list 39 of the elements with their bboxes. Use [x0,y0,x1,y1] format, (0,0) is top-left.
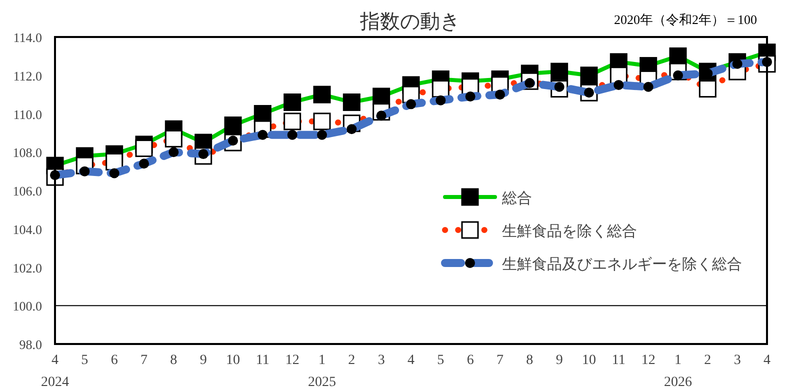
x-tick-label: 10 [582,353,596,368]
y-tick-label: 106.0 [12,184,42,198]
x-tick-label: 3 [378,353,385,368]
x-tick-label: 2 [704,353,712,368]
x-tick-label: 1 2026 [664,353,692,390]
x-tick-label: 4 2024 [41,353,69,390]
y-tick-label: 114.0 [13,30,42,45]
x-tick-label: 2 [348,353,356,368]
legend-label: 生鮮食品を除く総合 [502,223,637,240]
x-tick-label: 8 [170,353,178,368]
x-tick-label: 10 [226,353,240,368]
x-tick-label: 5 [81,353,88,368]
x-tick-label: 11 [256,353,270,368]
y-tick-label: 98.0 [19,337,42,352]
x-tick-label: 5 [437,353,444,368]
chart-subtitle: 2020年（令和2年）＝100 [614,12,757,27]
x-tick-label: 9 [200,353,207,368]
x-tick-label: 12 [641,353,656,368]
x-tick-label: 3 [734,353,741,368]
y-tick-label: 110.0 [13,106,42,122]
legend-label: 総合 [501,190,532,207]
x-tick-label: 11 [612,353,626,368]
x-tick-label: 7 [496,353,504,368]
y-tick-label: 104.0 [12,222,42,237]
x-tick-label: 1 2025 [308,353,336,390]
x-tick-label: 9 [556,353,563,368]
y-tick-label: 108.0 [12,145,42,160]
x-tick-label: 6 [466,353,474,368]
legend-label: 生鮮食品及びエネルギーを除く総合 [502,256,742,273]
chart-title: 指数の動き [359,11,460,33]
y-tick-label: 100.0 [12,298,42,314]
x-tick-label: 4 [764,353,770,368]
x-tick-label: 12 [285,353,300,368]
x-tick-label: 4 [408,353,414,368]
y-tick-label: 112.0 [13,68,42,84]
y-tick-label: 102.0 [12,260,42,276]
x-tick-label: 6 [110,353,118,368]
x-tick-label: 7 [140,353,148,368]
x-tick-label: 8 [526,353,534,368]
